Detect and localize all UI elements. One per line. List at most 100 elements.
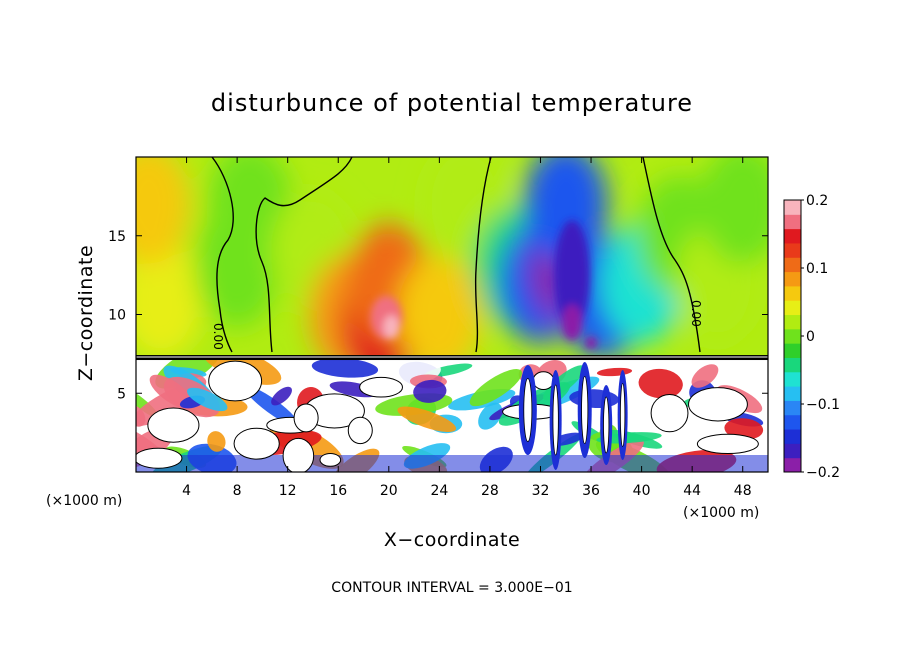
streak-66 (596, 432, 662, 444)
streak-21 (271, 386, 292, 406)
contour-interval-note: CONTOUR INTERVAL = 3.000E−01 (331, 580, 572, 596)
streak-3 (478, 402, 503, 430)
colorbar-swatch (784, 228, 801, 244)
streak-39 (691, 364, 719, 388)
x-tick-label: 12 (279, 483, 297, 499)
bottom-band (136, 455, 768, 472)
colorbar-swatch (784, 414, 801, 430)
plume-core-1 (552, 384, 559, 456)
plume-core-4 (619, 383, 626, 447)
x-tick-label: 40 (633, 483, 651, 499)
streak-63 (397, 406, 457, 432)
x-tick-label: 20 (380, 483, 398, 499)
x-tick-label: 16 (329, 483, 347, 499)
upper-contours: 0.00 0.00 (211, 157, 703, 353)
boundary-band (136, 355, 768, 361)
white-patch-14 (147, 407, 200, 443)
colorbar-swatch (784, 214, 801, 230)
core-3 (562, 304, 583, 341)
plume-core-2 (581, 375, 589, 444)
white-patch-15 (688, 387, 748, 422)
white-patch-2 (650, 393, 689, 433)
contour-label-0: 0.00 (211, 323, 225, 350)
streak-64 (413, 379, 447, 403)
zero-contour-3 (642, 157, 701, 353)
y-tick-label: 5 (117, 386, 126, 402)
colorbar-swatch (784, 242, 801, 258)
streak-14 (244, 386, 300, 427)
y-axis-label: Z−coordinate (75, 245, 97, 381)
chart-title: disturbunce of potential temperature (211, 89, 693, 117)
colorbar-tick-label: −0.1 (806, 397, 840, 413)
white-patch-5 (359, 376, 403, 398)
x-tick-label: 8 (233, 483, 242, 499)
plume-core-3 (603, 396, 610, 454)
white-patch-0 (696, 433, 759, 455)
x-tick-label: 4 (182, 483, 191, 499)
white-patch-11 (319, 453, 342, 467)
x-axis-label: X−coordinate (384, 529, 520, 551)
y-axis-ticks: 5 10 15 (108, 229, 768, 402)
x-tick-label: 44 (683, 483, 701, 499)
x-axis-ticks: 4 8 12 16 20 24 28 32 36 40 44 48 (182, 157, 752, 499)
y-tick-label: 15 (108, 229, 126, 245)
zero-contour-1 (255, 157, 353, 353)
white-patch-10 (532, 371, 555, 391)
colorbar-swatch (784, 300, 801, 316)
colorbar-swatch (784, 443, 801, 459)
colorbar-swatch (784, 314, 801, 330)
plume-core-0 (523, 378, 533, 442)
streak-40 (207, 431, 226, 452)
colorbar-tick-label: 0.2 (806, 193, 828, 209)
colorbar-swatch (784, 343, 801, 358)
x-tick-label: 32 (532, 483, 550, 499)
streak-36 (638, 368, 683, 399)
field-point-13 (523, 157, 608, 265)
streak-53 (469, 369, 522, 407)
colorbar-swatch (784, 400, 801, 416)
colorbar-tick-label: −0.2 (806, 465, 840, 481)
core-2 (554, 220, 591, 331)
colorbar-swatch (784, 285, 801, 301)
white-patch-9 (208, 360, 263, 402)
streak-38 (311, 360, 379, 378)
field-point-18 (700, 157, 768, 265)
x-unit-right: (×1000 m) (683, 505, 759, 521)
colorbar-swatch (784, 257, 801, 273)
colorbar-swatch (784, 200, 801, 215)
core-4 (585, 336, 598, 349)
field-cores (370, 220, 598, 349)
core-1 (383, 315, 400, 340)
x-tick-label: 24 (430, 483, 448, 499)
upper-field (136, 157, 768, 357)
y-tick-label: 10 (108, 308, 126, 324)
x-tick-label: 36 (582, 483, 600, 499)
colorbar-swatch (784, 328, 801, 344)
lower-field (136, 360, 768, 472)
white-patch-6 (136, 447, 183, 469)
colorbar-swatch (784, 429, 801, 444)
colorbar: 0.2 0.1 0 −0.1 −0.2 (783, 193, 840, 481)
white-patch-3 (233, 427, 280, 460)
zero-contour-2 (474, 157, 492, 353)
contour-label-1: 0.00 (689, 300, 703, 327)
colorbar-swatch (784, 371, 801, 387)
field-point-1 (136, 157, 191, 265)
colorbar-swatch (784, 457, 801, 473)
white-patch-4 (347, 416, 373, 445)
white-patch-7 (282, 437, 315, 472)
field-point-8 (397, 254, 482, 357)
white-patch-13 (293, 403, 319, 433)
streak-62 (186, 387, 228, 412)
colorbar-tick-label: 0.1 (806, 261, 828, 277)
x-tick-label: 48 (734, 483, 752, 499)
colorbar-swatch (784, 271, 801, 287)
x-tick-label: 28 (481, 483, 499, 499)
x-unit-left: (×1000 m) (46, 493, 122, 509)
colorbar-swatch (784, 386, 801, 401)
zero-contour-0 (211, 157, 234, 353)
field-point-0 (136, 238, 204, 357)
colorbar-swatch (784, 357, 801, 373)
colorbar-tick-label: 0 (806, 329, 815, 345)
